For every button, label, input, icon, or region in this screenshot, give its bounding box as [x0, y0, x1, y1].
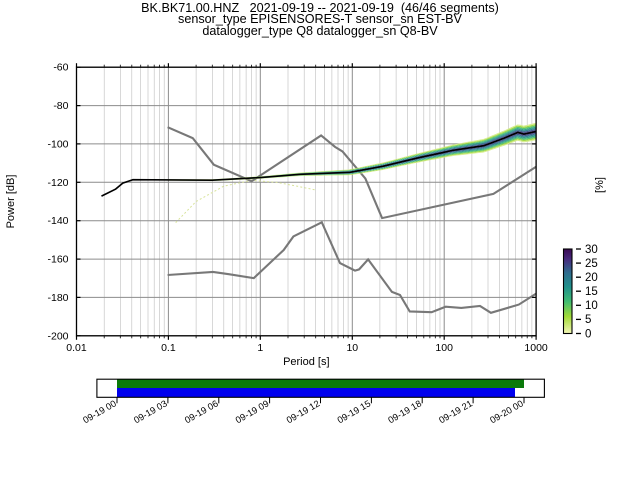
svg-text:[%]: [%] [594, 177, 606, 193]
svg-text:20: 20 [585, 272, 598, 284]
svg-text:10: 10 [346, 342, 358, 354]
svg-text:10: 10 [585, 300, 598, 312]
svg-text:Period [s]: Period [s] [283, 356, 329, 368]
svg-text:09-20 00: 09-20 00 [488, 398, 525, 425]
svg-text:0: 0 [585, 328, 591, 340]
svg-text:-100: -100 [47, 138, 68, 150]
svg-text:09-19 21: 09-19 21 [437, 398, 474, 425]
svg-text:1: 1 [257, 342, 263, 354]
svg-text:09-19 00: 09-19 00 [81, 398, 118, 425]
svg-text:Power [dB]: Power [dB] [5, 175, 17, 229]
svg-text:-180: -180 [47, 292, 68, 304]
svg-text:09-19 18: 09-19 18 [386, 398, 423, 425]
svg-text:30: 30 [585, 244, 598, 256]
svg-text:-200: -200 [47, 330, 68, 342]
svg-text:-60: -60 [53, 62, 68, 74]
svg-text:-120: -120 [47, 177, 68, 189]
svg-text:100: 100 [435, 342, 453, 354]
svg-text:5: 5 [585, 314, 591, 326]
svg-text:09-19 06: 09-19 06 [183, 398, 220, 425]
svg-text:09-19 12: 09-19 12 [285, 398, 322, 425]
svg-text:0.01: 0.01 [66, 342, 87, 354]
svg-text:-80: -80 [53, 100, 68, 112]
svg-text:15: 15 [585, 286, 598, 298]
svg-text:09-19 09: 09-19 09 [234, 398, 271, 425]
svg-text:-160: -160 [47, 254, 68, 266]
svg-text:1000: 1000 [524, 342, 548, 354]
svg-text:09-19 03: 09-19 03 [132, 398, 169, 425]
svg-text:09-19 15: 09-19 15 [336, 398, 373, 425]
svg-text:0.1: 0.1 [161, 342, 176, 354]
svg-text:25: 25 [585, 258, 598, 270]
svg-text:-140: -140 [47, 215, 68, 227]
